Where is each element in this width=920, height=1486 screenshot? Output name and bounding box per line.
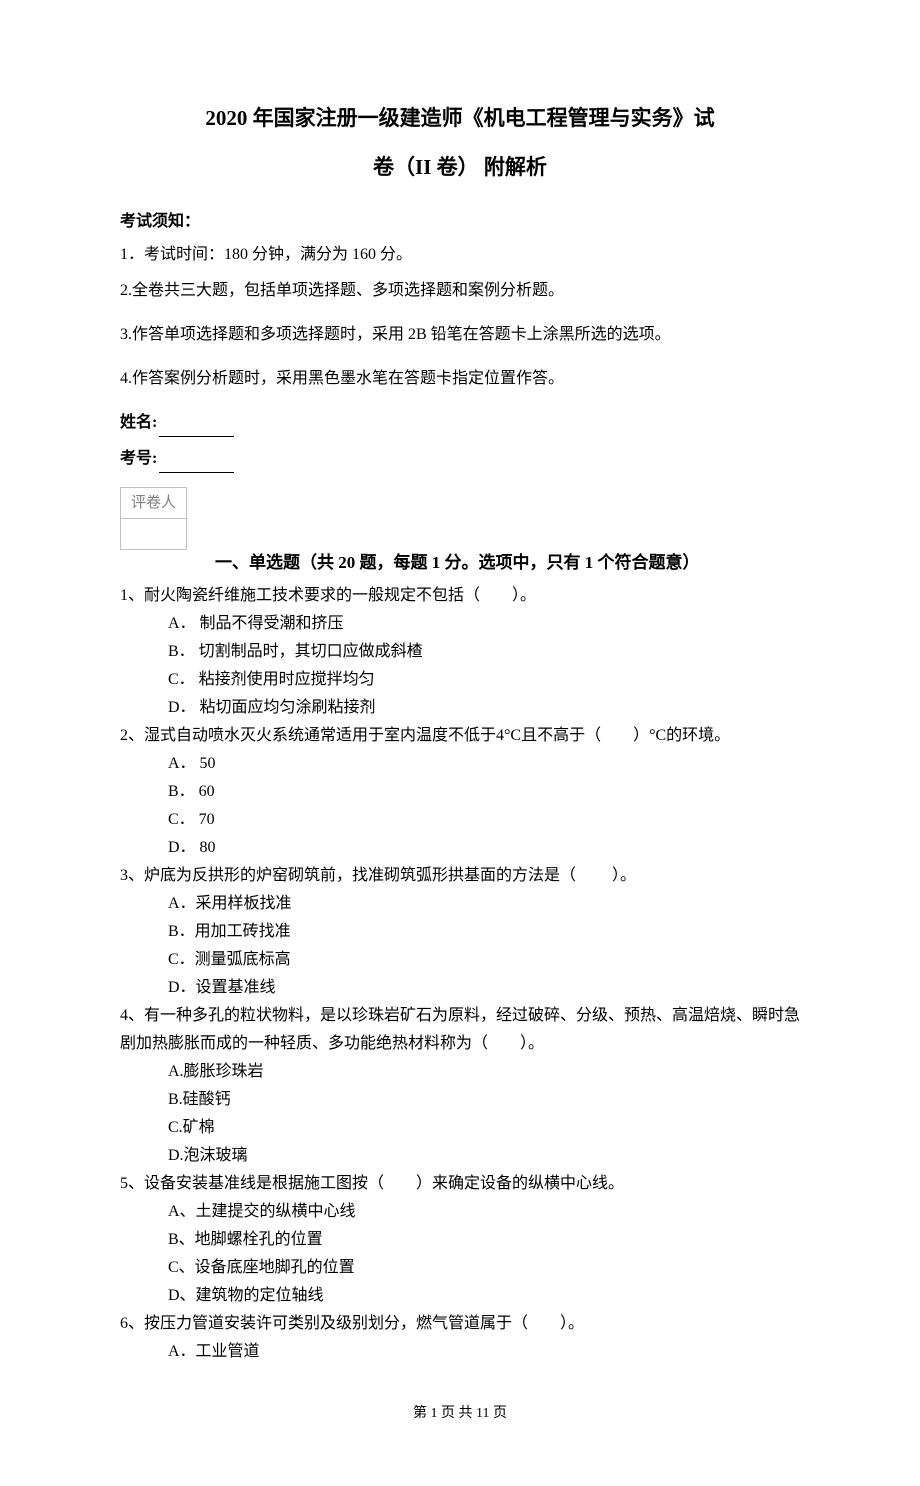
question-4-option-d: D.泡沫玻璃 — [168, 1142, 800, 1170]
question-6-text: 6、按压力管道安装许可类别及级别划分，燃气管道属于（ ）。 — [120, 1310, 800, 1338]
instruction-item-2: 2.全卷共三大题，包括单项选择题、多项选择题和案例分析题。 — [120, 277, 800, 305]
question-2-option-a: A． 50 — [168, 750, 800, 778]
grader-box: 评卷人 — [120, 487, 187, 551]
question-3-option-d: D．设置基准线 — [168, 974, 800, 1002]
section-1-header: 一、单选题（共 20 题，每题 1 分。选项中，只有 1 个符合题意） — [215, 548, 800, 578]
question-1-option-b: B． 切割制品时，其切口应做成斜楂 — [168, 638, 800, 666]
id-underline — [159, 472, 234, 473]
question-2: 2、湿式自动喷水灭火系统通常适用于室内温度不低于4°C且不高于（ ）°C的环境。… — [120, 722, 800, 862]
question-6-option-a: A．工业管道 — [168, 1338, 800, 1366]
id-label: 考号: — [120, 450, 157, 467]
page-footer: 第 1 页 共 11 页 — [120, 1402, 800, 1427]
question-5-option-a: A、土建提交的纵横中心线 — [168, 1198, 800, 1226]
question-2-option-c: C． 70 — [168, 806, 800, 834]
question-3-option-c: C．测量弧底标高 — [168, 946, 800, 974]
question-1-option-c: C． 粘接剂使用时应搅拌均匀 — [168, 666, 800, 694]
name-label: 姓名: — [120, 414, 157, 431]
instruction-item-3: 3.作答单项选择题和多项选择题时，采用 2B 铅笔在答题卡上涂黑所选的选项。 — [120, 321, 800, 349]
question-4-option-c: C.矿棉 — [168, 1114, 800, 1142]
question-4-option-a: A.膨胀珍珠岩 — [168, 1058, 800, 1086]
question-6: 6、按压力管道安装许可类别及级别划分，燃气管道属于（ ）。 A．工业管道 — [120, 1310, 800, 1366]
instructions-heading: 考试须知： — [120, 208, 800, 236]
name-field-line: 姓名: — [120, 409, 800, 437]
question-4: 4、有一种多孔的粒状物料，是以珍珠岩矿石为原料，经过破碎、分级、预热、高温焙烧、… — [120, 1002, 800, 1170]
question-1-option-d: D． 粘切面应均匀涂刷粘接剂 — [168, 694, 800, 722]
question-2-text: 2、湿式自动喷水灭火系统通常适用于室内温度不低于4°C且不高于（ ）°C的环境。 — [120, 722, 800, 750]
instruction-item-1: 1．考试时间：180 分钟，满分为 160 分。 — [120, 241, 800, 269]
id-field-line: 考号: — [120, 445, 800, 473]
question-5-text: 5、设备安装基准线是根据施工图按（ ）来确定设备的纵横中心线。 — [120, 1170, 800, 1198]
question-2-option-d: D． 80 — [168, 834, 800, 862]
question-3-option-a: A．采用样板找准 — [168, 890, 800, 918]
grader-box-label: 评卷人 — [121, 488, 186, 519]
question-1-text: 1、耐火陶瓷纤维施工技术要求的一般规定不包括（ ）。 — [120, 582, 800, 610]
grader-box-empty — [121, 519, 186, 549]
name-underline — [159, 436, 234, 437]
question-5-option-b: B、地脚螺栓孔的位置 — [168, 1226, 800, 1254]
question-3: 3、炉底为反拱形的炉窑砌筑前，找准砌筑弧形拱基面的方法是（ ）。 A．采用样板找… — [120, 862, 800, 1002]
question-3-text: 3、炉底为反拱形的炉窑砌筑前，找准砌筑弧形拱基面的方法是（ ）。 — [120, 862, 800, 890]
question-5-option-c: C、设备底座地脚孔的位置 — [168, 1254, 800, 1282]
question-5: 5、设备安装基准线是根据施工图按（ ）来确定设备的纵横中心线。 A、土建提交的纵… — [120, 1170, 800, 1310]
instruction-item-4: 4.作答案例分析题时，采用黑色墨水笔在答题卡指定位置作答。 — [120, 365, 800, 393]
question-4-text: 4、有一种多孔的粒状物料，是以珍珠岩矿石为原料，经过破碎、分级、预热、高温焙烧、… — [120, 1002, 800, 1058]
question-2-option-b: B． 60 — [168, 778, 800, 806]
question-4-option-b: B.硅酸钙 — [168, 1086, 800, 1114]
question-1: 1、耐火陶瓷纤维施工技术要求的一般规定不包括（ ）。 A． 制品不得受潮和挤压 … — [120, 582, 800, 722]
page-title-line-1: 2020 年国家注册一级建造师《机电工程管理与实务》试 — [120, 100, 800, 137]
question-5-option-d: D、建筑物的定位轴线 — [168, 1282, 800, 1310]
page-title-line-2: 卷（II 卷） 附解析 — [120, 149, 800, 186]
question-3-option-b: B．用加工砖找准 — [168, 918, 800, 946]
question-1-option-a: A． 制品不得受潮和挤压 — [168, 610, 800, 638]
